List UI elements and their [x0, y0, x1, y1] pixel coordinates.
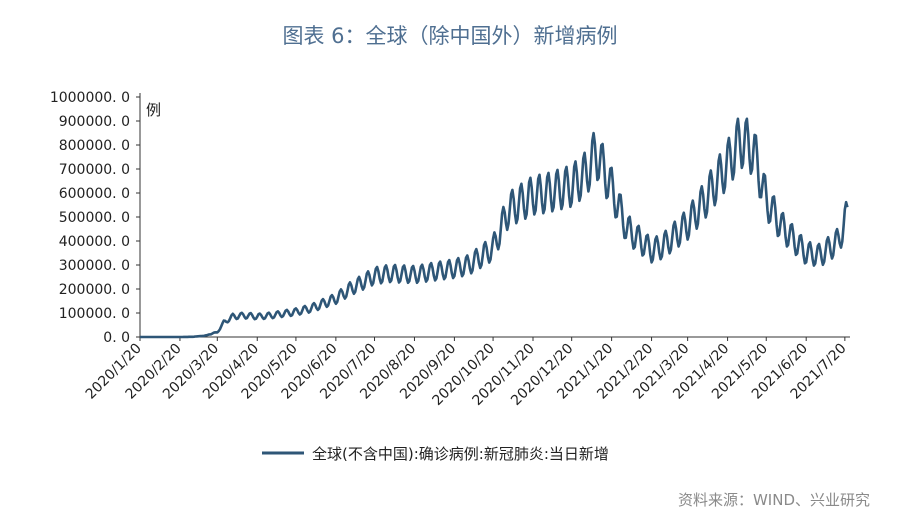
y-tick-label: 500000. 0 — [59, 210, 130, 226]
y-tick-label: 700000. 0 — [59, 162, 130, 178]
source-note: 资料来源：WIND、兴业研究 — [677, 491, 870, 509]
y-tick-label: 400000. 0 — [59, 234, 130, 250]
legend: 全球(不含中国):确诊病例:新冠肺炎:当日新增 — [262, 445, 609, 463]
chart-title: 图表 6：全球（除中国外）新增病例 — [282, 24, 618, 48]
y-tick-label: 200000. 0 — [59, 282, 130, 298]
y-tick-label: 1000000. 0 — [50, 90, 130, 106]
y-tick-label: 0. 0 — [103, 330, 130, 346]
legend-label: 全球(不含中国):确诊病例:新冠肺炎:当日新增 — [312, 445, 609, 463]
series-group — [140, 117, 849, 339]
y-tick-label: 100000. 0 — [59, 306, 130, 322]
y-tick-label: 300000. 0 — [59, 258, 130, 274]
y-tick-label: 600000. 0 — [59, 186, 130, 202]
y-tick-label: 900000. 0 — [59, 114, 130, 130]
series-line — [140, 117, 849, 339]
y-axis-label: 例 — [146, 101, 161, 119]
y-tick-label: 800000. 0 — [59, 138, 130, 154]
